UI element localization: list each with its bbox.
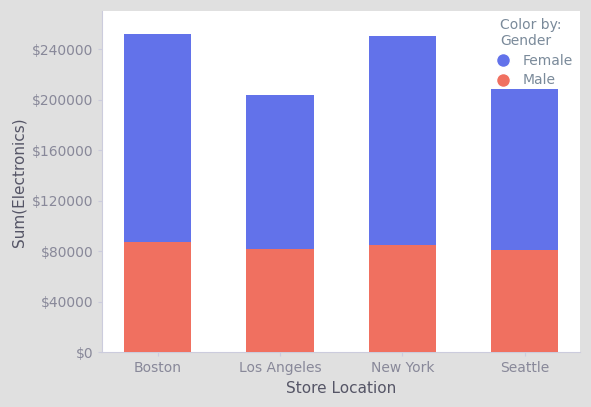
Bar — [124, 242, 191, 352]
Bar — [369, 245, 436, 352]
Y-axis label: Sum(Electronics): Sum(Electronics) — [11, 117, 26, 247]
Bar — [246, 249, 314, 352]
X-axis label: Store Location: Store Location — [286, 381, 396, 396]
Legend: Female, Male: Female, Male — [489, 18, 573, 88]
Bar — [124, 34, 191, 242]
Bar — [491, 250, 558, 352]
Bar — [369, 36, 436, 245]
Bar — [491, 90, 558, 250]
Bar — [246, 94, 314, 249]
